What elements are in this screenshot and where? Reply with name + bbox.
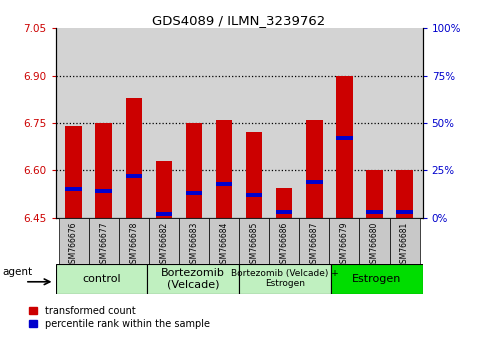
Bar (185, 191, 202, 195)
Bar (359, 218, 389, 264)
Bar (126, 174, 142, 178)
Bar (185, 123, 202, 218)
Bar (56, 264, 147, 294)
Text: GSM766684: GSM766684 (220, 221, 228, 268)
Bar (246, 132, 262, 218)
Bar (276, 210, 293, 214)
Bar (216, 120, 232, 218)
Text: GSM766685: GSM766685 (250, 221, 258, 268)
Bar (96, 189, 112, 193)
Bar (299, 218, 329, 264)
Bar (306, 179, 323, 184)
Bar (389, 218, 420, 264)
Text: GSM766687: GSM766687 (310, 221, 319, 268)
Bar (149, 218, 179, 264)
Bar (58, 218, 89, 264)
Bar (269, 218, 299, 264)
Text: GSM766686: GSM766686 (280, 221, 289, 268)
Text: Bortezomib (Velcade) +
Estrogen: Bortezomib (Velcade) + Estrogen (231, 269, 339, 289)
Bar (96, 123, 112, 218)
Text: GSM766676: GSM766676 (69, 221, 78, 268)
Text: control: control (82, 274, 121, 284)
Text: GSM766682: GSM766682 (159, 221, 169, 268)
Bar (65, 187, 82, 192)
Bar (209, 218, 239, 264)
Text: Estrogen: Estrogen (352, 274, 401, 284)
Bar (396, 170, 413, 218)
Bar (239, 218, 269, 264)
Text: GSM766677: GSM766677 (99, 221, 108, 268)
Text: GSM766680: GSM766680 (370, 221, 379, 268)
Bar (156, 161, 172, 218)
Bar (156, 212, 172, 216)
Bar (396, 210, 413, 214)
Bar (246, 193, 262, 197)
Bar (65, 126, 82, 218)
Text: GSM766678: GSM766678 (129, 221, 138, 268)
Bar (276, 188, 293, 218)
Bar (336, 76, 353, 218)
Bar (179, 218, 209, 264)
Text: agent: agent (3, 267, 33, 277)
Bar (147, 264, 239, 294)
Bar (329, 218, 359, 264)
Bar (89, 218, 119, 264)
Bar (366, 170, 383, 218)
Bar (336, 136, 353, 140)
Bar (126, 98, 142, 218)
Title: GDS4089 / ILMN_3239762: GDS4089 / ILMN_3239762 (153, 14, 326, 27)
Bar (331, 264, 423, 294)
Bar (216, 182, 232, 186)
Legend: transformed count, percentile rank within the sample: transformed count, percentile rank withi… (29, 306, 210, 329)
Text: GSM766681: GSM766681 (400, 221, 409, 268)
Bar (239, 264, 331, 294)
Text: GSM766683: GSM766683 (189, 221, 199, 268)
Text: GSM766679: GSM766679 (340, 221, 349, 268)
Text: Bortezomib
(Velcade): Bortezomib (Velcade) (161, 268, 225, 290)
Bar (119, 218, 149, 264)
Bar (366, 210, 383, 214)
Bar (306, 120, 323, 218)
